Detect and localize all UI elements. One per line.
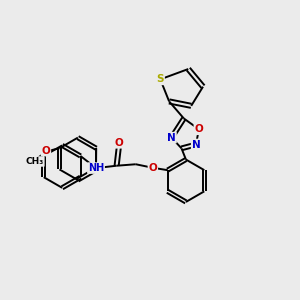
Text: N: N — [167, 133, 176, 142]
Text: O: O — [42, 146, 50, 156]
Text: N: N — [192, 140, 200, 149]
Text: S: S — [157, 74, 164, 84]
Text: NH: NH — [88, 163, 104, 173]
Text: CH₃: CH₃ — [26, 157, 44, 166]
Text: O: O — [194, 124, 203, 134]
Text: O: O — [115, 138, 123, 148]
Text: O: O — [148, 163, 157, 173]
